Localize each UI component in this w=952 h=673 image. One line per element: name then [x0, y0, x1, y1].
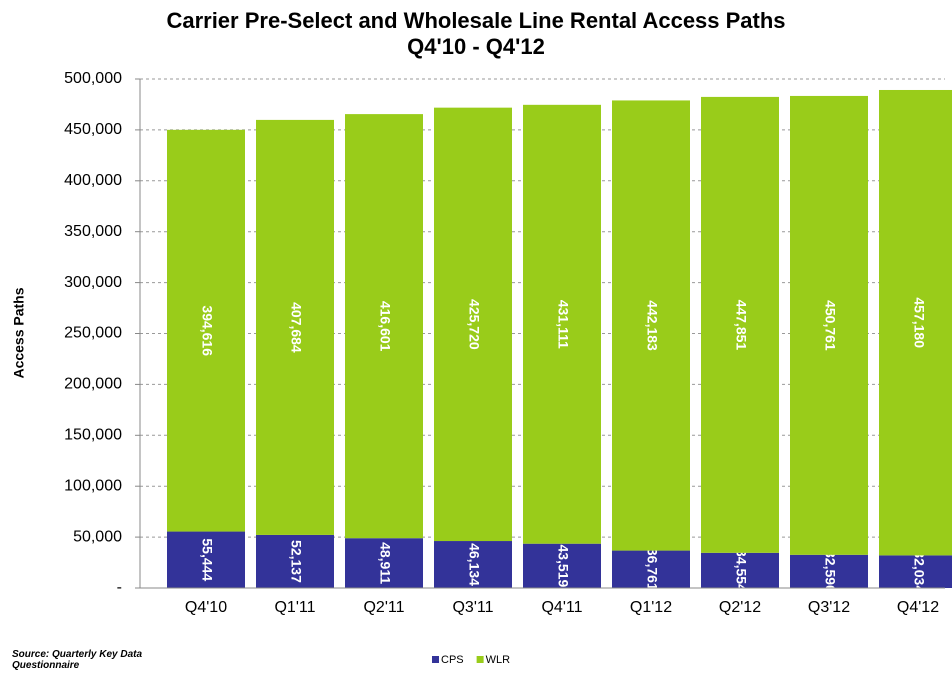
data-label: 416,601	[377, 301, 393, 352]
bar-segment	[523, 543, 601, 588]
x-tick-label: Q4'11	[541, 599, 582, 616]
data-label: 394,616	[199, 305, 215, 356]
y-tick-label: 400,000	[64, 172, 122, 189]
data-label: 43,519	[555, 544, 571, 587]
bar-segment	[790, 95, 868, 555]
y-tick-label: 50,000	[73, 528, 122, 545]
chart-title: Carrier Pre-Select and Wholesale Line Re…	[166, 8, 785, 33]
chart-subtitle: Q4'10 - Q4'12	[407, 34, 545, 59]
legend-label: WLR	[486, 654, 511, 666]
x-tick-label: Q4'10	[185, 599, 227, 616]
source-note: Source: Quarterly Key Data Questionnaire	[12, 649, 143, 671]
y-tick-label: 350,000	[64, 223, 122, 240]
data-label: 46,134	[466, 543, 482, 586]
data-label: 447,851	[733, 300, 749, 351]
data-label: 442,183	[644, 300, 660, 351]
bar-segment	[167, 531, 245, 588]
data-label: 32,596	[822, 550, 838, 593]
bar-segment	[701, 96, 779, 553]
bar-segment	[345, 114, 423, 539]
bar-segment	[879, 89, 952, 556]
bar-segment	[879, 555, 952, 588]
data-label: 34,554	[733, 549, 749, 592]
x-tick-label: Q3'11	[452, 599, 493, 616]
legend-swatch	[476, 656, 484, 663]
bar-segment	[790, 554, 868, 588]
data-label: 431,111	[555, 300, 571, 349]
x-tick-label: Q1'11	[274, 599, 315, 616]
bar-segment	[434, 107, 512, 542]
bar-segment	[256, 119, 334, 535]
data-label: 450,761	[822, 300, 838, 351]
x-tick-label: Q3'12	[808, 599, 850, 616]
data-label: 48,911	[377, 542, 393, 584]
bar-segment	[701, 552, 779, 588]
y-tick-label: 250,000	[64, 325, 122, 342]
y-axis-label: Access Paths	[11, 287, 27, 378]
x-tick-label: Q2'12	[719, 599, 761, 616]
data-label: 457,180	[911, 297, 927, 348]
data-label: 36,761	[644, 548, 660, 591]
y-tick-label: 300,000	[64, 274, 122, 291]
y-tick-label: -	[117, 579, 122, 596]
data-label: 52,137	[288, 540, 304, 583]
y-tick-label: 500,000	[64, 70, 122, 87]
y-tick-label: 150,000	[64, 427, 122, 444]
bar-segment	[612, 100, 690, 551]
data-label: 32,034	[911, 550, 927, 593]
bar-segment	[523, 104, 601, 544]
bar-segment	[167, 129, 245, 532]
y-tick-label: 200,000	[64, 376, 122, 393]
y-tick-label: 100,000	[64, 477, 122, 494]
legend-label: CPS	[441, 654, 464, 666]
x-tick-label: Q4'12	[897, 599, 939, 616]
legend-swatch	[432, 656, 439, 663]
x-tick-label: Q2'11	[363, 599, 404, 616]
bar-segment	[612, 550, 690, 588]
y-tick-label: 450,000	[64, 121, 122, 138]
data-label: 407,684	[288, 302, 304, 353]
bar-segment	[434, 541, 512, 588]
x-tick-label: Q1'12	[630, 599, 672, 616]
bar-segment	[256, 534, 334, 588]
data-label: 425,720	[466, 299, 482, 350]
data-label: 55,444	[199, 538, 215, 581]
bar-segment	[345, 538, 423, 588]
